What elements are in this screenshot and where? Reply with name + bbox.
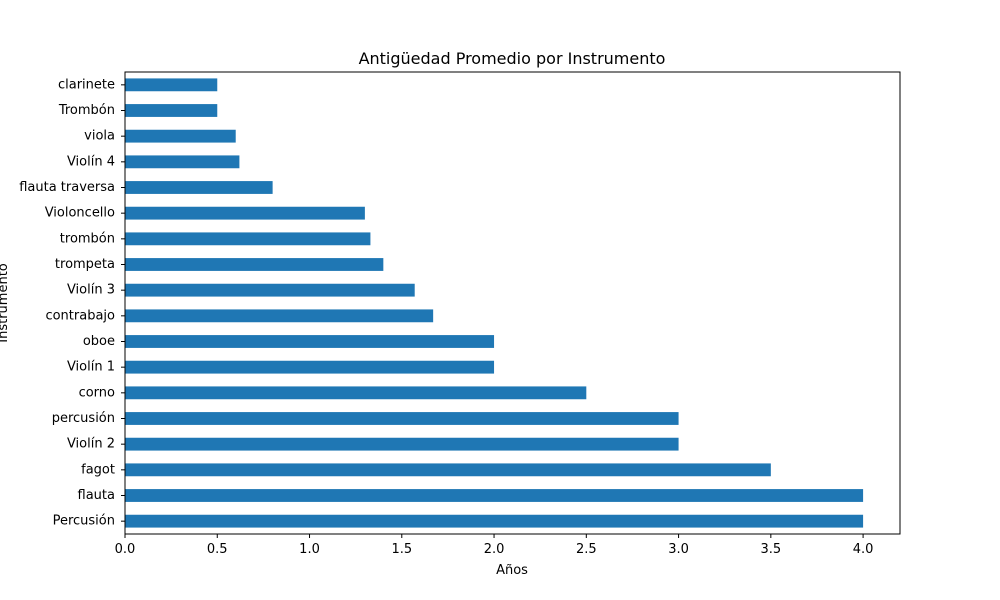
- bar: [125, 437, 679, 451]
- x-tick-label: 0.5: [207, 542, 228, 557]
- x-axis-label: Años: [496, 563, 528, 578]
- x-tick-label: 3.0: [668, 542, 689, 557]
- y-tick-label: flauta: [78, 488, 115, 503]
- y-tick-label: contrabajo: [45, 308, 115, 323]
- bar: [125, 309, 434, 323]
- y-tick-label: Violín 3: [67, 283, 115, 298]
- bar: [125, 283, 415, 297]
- bar: [125, 386, 587, 400]
- bar: [125, 129, 236, 143]
- y-tick-label: corno: [79, 385, 115, 400]
- bar: [125, 463, 771, 477]
- y-tick-label: Violín 4: [67, 154, 115, 169]
- y-tick-label: Percusión: [53, 514, 115, 529]
- y-tick-label: Violoncello: [45, 206, 115, 221]
- bar: [125, 412, 679, 425]
- y-tick-label: percusión: [52, 411, 115, 426]
- x-axis-ticks: 0.0 0.5 1.0 1.5 2.0 2.5 3.0 3.5 4.0: [115, 534, 874, 557]
- x-tick-label: 2.0: [484, 542, 505, 557]
- bar: [125, 78, 218, 92]
- bar: [125, 104, 218, 117]
- y-tick-label: oboe: [83, 334, 115, 349]
- x-tick-label: 1.5: [391, 542, 412, 557]
- x-tick-label: 3.5: [760, 542, 781, 557]
- y-tick-label: trombón: [60, 231, 115, 246]
- bar: [125, 155, 240, 169]
- bar: [125, 258, 384, 271]
- bar: [125, 335, 495, 348]
- y-tick-label: Trombón: [58, 103, 115, 118]
- y-tick-label: viola: [84, 129, 115, 144]
- bar: [125, 489, 864, 502]
- y-tick-label: flauta traversa: [19, 180, 115, 195]
- chart-title: Antigüedad Promedio por Instrumento: [359, 49, 666, 68]
- y-axis-label: Instrumento: [0, 263, 11, 343]
- y-tick-label: Violín 2: [67, 437, 115, 452]
- y-tick-label: clarinete: [58, 77, 115, 92]
- plot-frame: [124, 71, 901, 535]
- bars-group: [125, 78, 864, 528]
- y-axis-ticks: Percusión flauta fagot Violín 2 percusión cor…: [19, 77, 125, 529]
- bar: [125, 181, 273, 194]
- bar: [125, 514, 864, 528]
- x-tick-label: 4.0: [853, 542, 874, 557]
- y-tick-label: fagot: [81, 462, 115, 477]
- x-tick-label: 2.5: [576, 542, 597, 557]
- bar: [125, 206, 365, 220]
- bar: [125, 232, 371, 246]
- x-tick-label: 1.0: [299, 542, 320, 557]
- y-tick-label: trompeta: [55, 257, 115, 272]
- x-tick-label: 0.0: [115, 542, 136, 557]
- y-tick-label: Violín 1: [67, 360, 115, 375]
- bar: [125, 360, 495, 374]
